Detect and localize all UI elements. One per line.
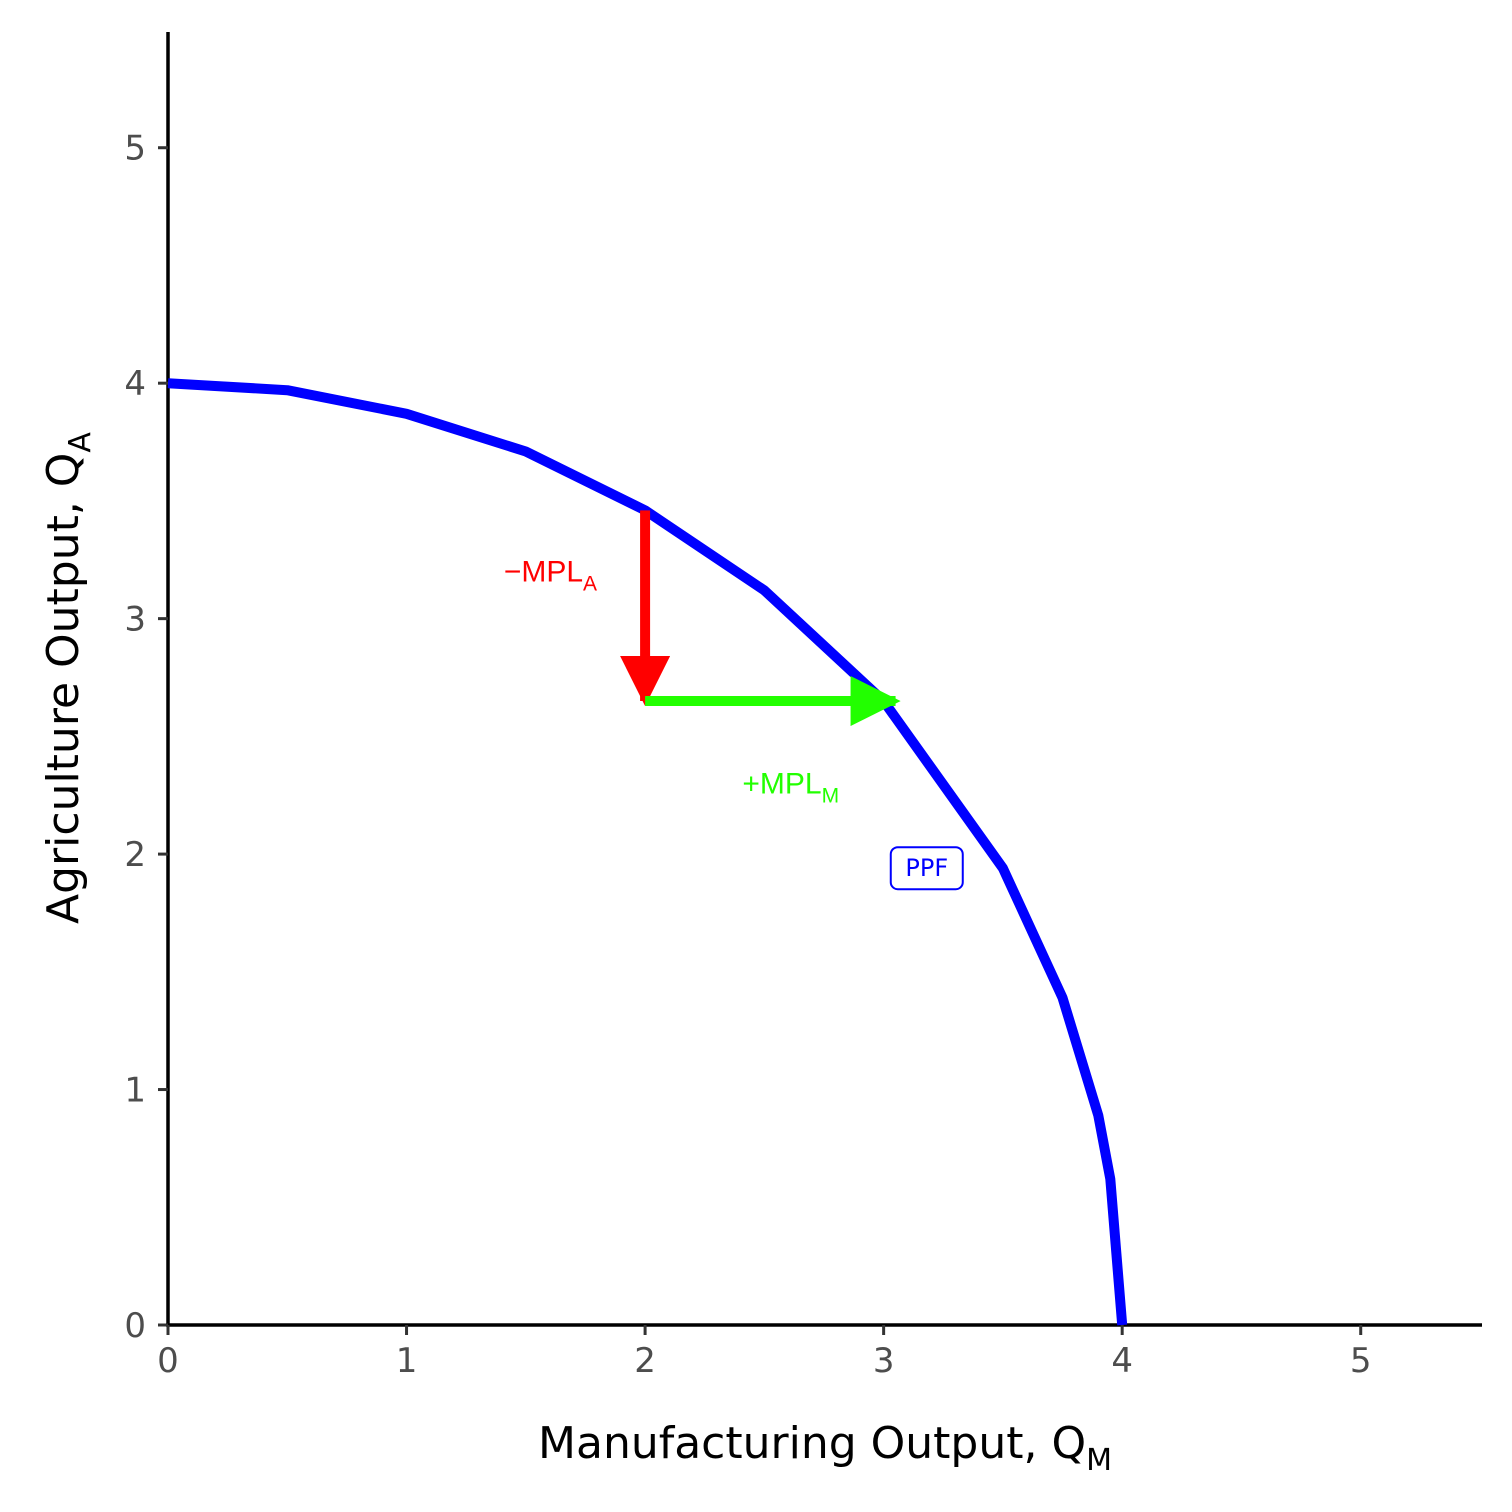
x-axis-title: Manufacturing Output, QM bbox=[538, 1418, 1112, 1478]
series-layer bbox=[167, 378, 1128, 1326]
mpl-m-label: +MPLM bbox=[742, 767, 839, 807]
y-ticks: 0 1 2 3 4 5 bbox=[124, 129, 168, 1346]
y-tick-label: 0 bbox=[124, 1306, 146, 1346]
x-axis-title-subscript: M bbox=[1086, 1443, 1112, 1478]
y-axis-title: Agriculture Output, QA bbox=[38, 432, 98, 924]
arrow-layer bbox=[620, 510, 901, 727]
y-tick-label: 1 bbox=[124, 1071, 146, 1111]
y-tick-label: 4 bbox=[124, 364, 146, 404]
mpl-a-label: −MPLA bbox=[504, 556, 597, 596]
ppf-label-text: PPF bbox=[905, 854, 948, 882]
ppf-curve bbox=[167, 378, 1128, 1326]
y-tick-label: 3 bbox=[124, 600, 146, 640]
ppf-label-box bbox=[889, 846, 964, 891]
y-axis-title-subscript: A bbox=[63, 432, 98, 453]
axes bbox=[166, 32, 1482, 1327]
y-tick-label: 5 bbox=[124, 129, 146, 169]
x-ticks: 0 1 2 3 4 5 bbox=[157, 1325, 1372, 1381]
x-tick-label: 3 bbox=[873, 1341, 895, 1381]
x-tick-label: 4 bbox=[1111, 1341, 1133, 1381]
x-tick-label: 1 bbox=[396, 1341, 418, 1381]
x-tick-label: 2 bbox=[634, 1341, 656, 1381]
x-tick-label: 5 bbox=[1350, 1341, 1372, 1381]
ppf-label: PPF bbox=[889, 846, 964, 891]
annotation-layer: −MPLA +MPLM bbox=[504, 556, 839, 808]
y-axis-title-text: Agriculture Output, Q bbox=[38, 453, 89, 924]
y-tick-label: 2 bbox=[124, 835, 146, 875]
mpl-a-label-subscript: A bbox=[583, 573, 597, 596]
mpl-m-label-text: +MPL bbox=[742, 767, 821, 800]
x-axis-title-text: Manufacturing Output, Q bbox=[538, 1418, 1086, 1469]
mpl-a-label-text: −MPL bbox=[504, 556, 583, 589]
x-tick-label: 0 bbox=[157, 1341, 179, 1381]
mpl-m-label-subscript: M bbox=[822, 784, 840, 807]
